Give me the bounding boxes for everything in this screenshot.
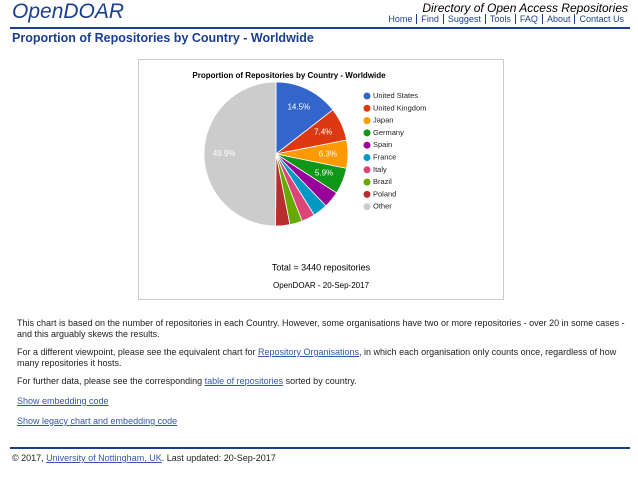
legend-label: Japan xyxy=(373,116,393,125)
nav-link[interactable]: Home xyxy=(388,14,413,24)
data-label: 14.5% xyxy=(287,103,310,112)
legend-swatch xyxy=(363,129,371,137)
legend-swatch xyxy=(363,154,371,161)
legend-swatch xyxy=(363,178,371,186)
legend-swatch xyxy=(363,166,371,174)
link[interactable]: Show embedding code xyxy=(17,396,109,406)
link[interactable]: Show legacy chart and embedding code xyxy=(17,416,178,426)
nav-link[interactable]: Tools xyxy=(484,14,515,24)
link[interactable]: table of repositories xyxy=(204,376,284,386)
data-label: 49.9% xyxy=(213,149,236,158)
legend-swatch xyxy=(363,117,371,125)
data-label: 6.3% xyxy=(319,149,337,158)
footer: © 2017, University of Nottingham, UK. La… xyxy=(12,453,622,464)
nav-link[interactable]: FAQ xyxy=(514,14,542,24)
legend-swatch xyxy=(363,141,371,149)
chart-title: Proportion of Repositories by Country - … xyxy=(192,71,386,80)
link[interactable]: University of Nottingham, UK xyxy=(46,453,162,463)
pie-slice xyxy=(203,81,277,227)
tagline: Directory of Open Access Repositories xyxy=(422,1,628,15)
legend-label: Other xyxy=(373,202,392,211)
text: For a different viewpoint, please see th… xyxy=(17,347,258,357)
logo[interactable]: OpenDOAR xyxy=(12,0,125,23)
text: . Last updated: 20-Sep-2017 xyxy=(161,453,276,463)
legend-label: Italy xyxy=(373,165,387,174)
legend-swatch xyxy=(363,104,371,112)
pie-slice xyxy=(275,81,334,155)
legend-label: Poland xyxy=(373,189,396,198)
legend-label: France xyxy=(373,152,396,161)
legend-swatch xyxy=(363,92,371,100)
paragraph: For further data, please see the corresp… xyxy=(17,376,627,387)
header-rule xyxy=(10,27,630,29)
chart: Proportion of Repositories by Country - … xyxy=(192,71,426,290)
chart-total: Total = 3440 repositories xyxy=(272,262,371,272)
footer-rule xyxy=(10,447,630,449)
data-label: 7.4% xyxy=(314,128,332,137)
nav-link[interactable]: About xyxy=(541,14,575,24)
text: , in which each organisation only counts… xyxy=(17,347,617,368)
legend-label: Brazil xyxy=(373,177,392,186)
paragraph: Show legacy chart and embedding code xyxy=(17,416,627,427)
text: For further data, please see the corresp… xyxy=(17,376,205,386)
nav-link[interactable]: Suggest xyxy=(442,14,485,24)
paragraph: Show embedding code xyxy=(17,396,627,407)
legend-swatch xyxy=(363,203,371,211)
page-title: Proportion of Repositories by Country - … xyxy=(12,31,314,45)
nav-link[interactable]: Find xyxy=(416,14,443,24)
chart-source: OpenDOAR - 20-Sep-2017 xyxy=(273,281,370,290)
legend-label: United States xyxy=(373,91,418,100)
paragraph: This chart is based on the number of rep… xyxy=(17,318,625,339)
link[interactable]: Repository Organisations xyxy=(257,347,360,357)
nav: Home Find Suggest Tools FAQ About Contact Us xyxy=(384,14,628,24)
legend-label: Spain xyxy=(373,140,392,149)
legend-label: Germany xyxy=(373,128,404,137)
legend-swatch xyxy=(363,190,371,198)
nav-link[interactable]: Contact Us xyxy=(574,14,628,24)
text: © 2017, xyxy=(12,453,47,463)
paragraph: For a different viewpoint, please see th… xyxy=(17,347,627,369)
text: sorted by country. xyxy=(283,376,357,386)
data-label: 5.9% xyxy=(315,169,333,178)
legend-label: United Kingdom xyxy=(373,103,426,112)
chart-box: Proportion of Repositories by Country - … xyxy=(138,59,504,300)
